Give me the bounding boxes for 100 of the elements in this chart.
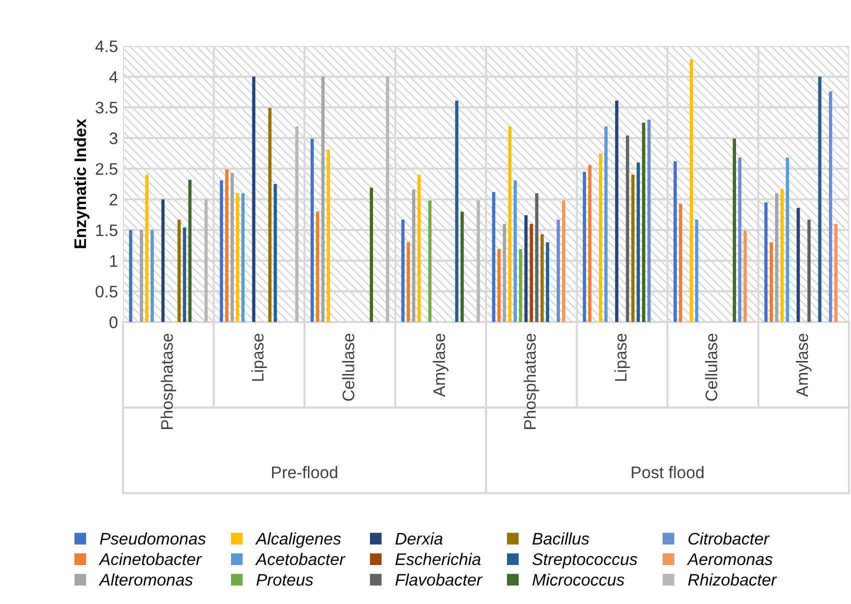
legend-label: Proteus <box>256 574 314 586</box>
bar <box>695 220 698 322</box>
bar <box>220 180 224 322</box>
text: Pre-flood <box>272 466 338 478</box>
y-tick-label: 2.5 <box>96 163 118 175</box>
x-tick-label: Lipase <box>251 334 267 381</box>
bar <box>268 108 272 322</box>
bar <box>401 220 405 322</box>
bar <box>647 120 651 322</box>
bar <box>562 200 566 322</box>
x-tick-label: Phosphatase <box>160 334 176 429</box>
bar <box>744 230 747 322</box>
bar <box>274 184 277 322</box>
y-tick-label: 1 <box>110 255 118 267</box>
bar <box>540 234 544 322</box>
bar <box>631 174 635 322</box>
bar <box>321 76 325 322</box>
bar <box>508 126 512 322</box>
bar <box>546 242 550 322</box>
y-tick-label: 0 <box>110 316 118 328</box>
bar <box>764 202 768 322</box>
bar <box>476 200 480 322</box>
bar <box>818 76 822 322</box>
legend-label: Bacillus <box>532 532 590 545</box>
bar <box>604 126 608 322</box>
bar <box>678 204 682 322</box>
legend-label: Pseudomonas <box>100 532 206 545</box>
bar <box>295 126 298 322</box>
y-tick-label: 1.5 <box>96 224 118 236</box>
bar <box>236 193 240 322</box>
y-tick-label: 2 <box>110 194 118 206</box>
bar <box>161 199 165 322</box>
y-tick-label: 4.5 <box>95 40 118 52</box>
bar <box>460 212 464 322</box>
bar <box>241 193 245 322</box>
bar <box>386 76 390 322</box>
bar <box>780 188 784 322</box>
bar <box>615 100 618 322</box>
bar <box>775 193 778 322</box>
bar <box>412 190 416 322</box>
legend-label: Micrococcus <box>532 573 624 586</box>
bar <box>428 200 432 322</box>
legend-label: Streptococcus <box>532 553 638 568</box>
bar <box>770 242 773 322</box>
bar <box>310 138 314 322</box>
bar <box>514 180 517 322</box>
bar <box>626 136 630 322</box>
bar <box>556 220 560 322</box>
bar <box>182 228 186 322</box>
bar <box>786 158 790 322</box>
bar <box>225 169 228 322</box>
bar <box>588 164 592 322</box>
bar <box>417 174 421 322</box>
bar <box>524 215 528 322</box>
x-tick-label: Phosphatase <box>524 334 540 429</box>
bar <box>145 174 148 322</box>
bar <box>807 220 811 322</box>
bar <box>370 188 374 322</box>
bar <box>252 76 256 322</box>
bar <box>129 230 132 322</box>
bar <box>204 199 208 322</box>
bar <box>530 224 533 322</box>
x-tick-label: Lipase <box>614 334 630 381</box>
x-tick-label: Cellulase <box>705 334 718 401</box>
legend-label: Acinetobacter <box>98 552 202 566</box>
bar <box>796 208 800 322</box>
y-tick-label: 0.5 <box>96 286 118 298</box>
bar <box>140 230 144 322</box>
legend-label: Alcaligenes <box>255 532 341 548</box>
bar <box>582 172 586 322</box>
x-tick-label: Cellulase <box>342 334 354 401</box>
bar <box>642 122 646 322</box>
legend-label: Alteromonas <box>98 573 193 586</box>
bar <box>535 193 538 322</box>
bar <box>738 158 742 322</box>
bar <box>188 180 192 322</box>
bar <box>636 162 640 322</box>
bar <box>502 224 506 322</box>
y-tick-label: 3 <box>110 132 118 144</box>
bar <box>455 100 458 322</box>
legend-label: Derxia <box>395 532 443 545</box>
bar <box>326 150 330 322</box>
bar <box>230 172 234 322</box>
bar <box>406 242 410 322</box>
bar <box>690 59 693 322</box>
bar <box>674 161 677 322</box>
bar <box>834 224 838 322</box>
legend-label: Flavobacter <box>395 573 483 586</box>
x-tick-label: Amylase <box>432 334 448 397</box>
y-tick-label: 4 <box>109 71 118 83</box>
y-axis-title: Enzymatic Index <box>74 118 90 248</box>
legend-label: Citrobacter <box>688 532 770 545</box>
bar <box>178 220 181 322</box>
bar <box>316 212 320 322</box>
bar <box>492 192 496 322</box>
legend-label: Escherichia <box>395 552 481 566</box>
y-tick-label: 3.5 <box>96 102 118 114</box>
bar <box>828 91 832 322</box>
bar <box>497 249 501 322</box>
bar <box>518 249 522 322</box>
